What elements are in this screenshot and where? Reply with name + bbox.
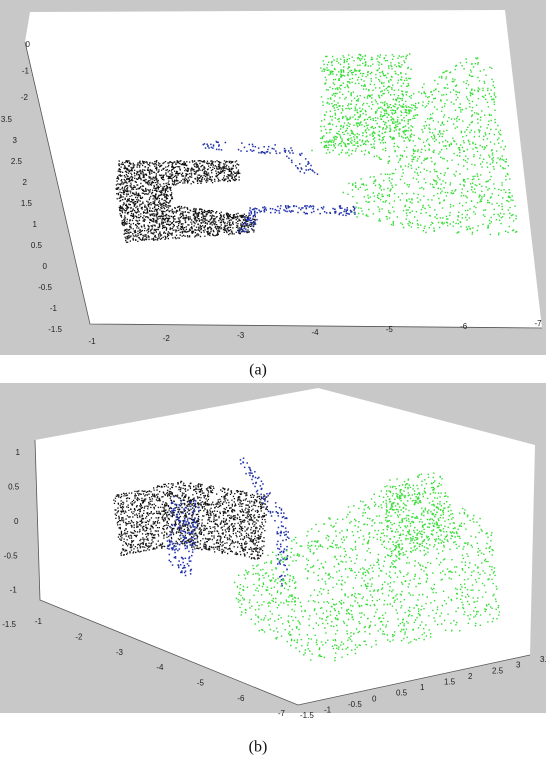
tick-label: -0.5 — [4, 551, 18, 560]
point-clouds — [113, 53, 518, 662]
tick-label: 0 — [14, 517, 19, 526]
caption: (b) — [249, 739, 268, 756]
tick-label: -2 — [21, 93, 29, 102]
point-cloud — [311, 57, 518, 236]
tick-label: -1 — [35, 617, 43, 626]
tick-label: -4 — [311, 328, 319, 337]
tick-label: 1 — [420, 683, 425, 692]
tick-label: -4 — [156, 663, 164, 672]
tick-label: 2.5 — [11, 157, 23, 166]
point-cloud — [113, 480, 269, 560]
tick-label: 2 — [23, 178, 28, 187]
tick-label: -5 — [386, 325, 394, 334]
tick-label: -0.5 — [348, 700, 362, 709]
tick-label: -1 — [324, 706, 332, 715]
tick-label: -2 — [163, 334, 171, 343]
tick-label: 3.5 — [1, 115, 13, 124]
tick-label: 1.5 — [21, 199, 33, 208]
axis-line — [34, 439, 531, 706]
tick-label: -1.5 — [2, 620, 16, 629]
point-cloud — [115, 160, 257, 243]
caption: (a) — [249, 362, 267, 379]
tick-label: -3 — [237, 331, 245, 340]
tick-label: 0 — [43, 262, 48, 271]
tick-label: 2.5 — [492, 666, 504, 675]
tick-label: -0.5 — [38, 283, 52, 292]
plot-box — [35, 388, 535, 705]
tick-label: 0.5 — [396, 689, 408, 698]
tick-label: -5 — [197, 678, 205, 687]
tick-label: -2 — [75, 632, 83, 641]
tick-label: -1.5 — [48, 325, 62, 334]
tick-label: -1.5 — [300, 711, 314, 720]
tick-label: 1 — [16, 448, 21, 457]
tick-label: -6 — [237, 694, 245, 703]
tick-label: 3.5 — [540, 655, 546, 664]
tick-label: 0 — [372, 694, 377, 703]
point-cloud — [233, 483, 501, 662]
tick-label: 0.5 — [8, 483, 20, 492]
point-cloud — [166, 495, 200, 577]
tick-label: 1 — [33, 220, 38, 229]
tick-label: 0.5 — [31, 241, 43, 250]
tick-label: -3 — [116, 648, 124, 657]
point-cloud — [320, 53, 413, 151]
tick-label: -1 — [22, 67, 30, 76]
tick-label: -1 — [50, 304, 58, 313]
tick-label: -6 — [460, 322, 468, 331]
tick-label: 3 — [516, 661, 521, 670]
point-cloud — [237, 205, 356, 233]
tick-label: -1 — [10, 586, 18, 595]
tick-label: 2 — [468, 672, 473, 681]
plot-plane — [25, 10, 542, 328]
point-cloud — [382, 472, 461, 557]
tick-label: 0 — [26, 40, 31, 49]
tick-label: 1.5 — [444, 678, 456, 687]
tick-label: -7 — [534, 319, 542, 328]
tick-label: -7 — [278, 709, 286, 718]
axis-line — [24, 41, 543, 329]
tick-label: -1 — [88, 337, 96, 346]
tick-label: 3 — [13, 136, 18, 145]
